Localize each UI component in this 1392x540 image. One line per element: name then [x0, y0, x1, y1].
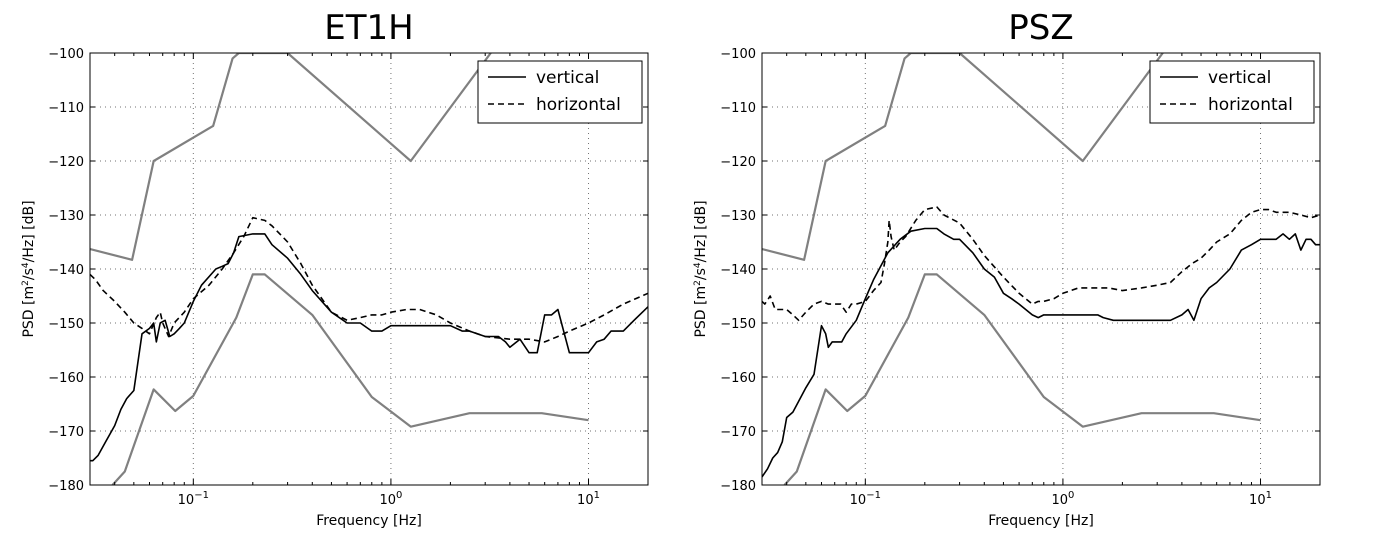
- chart-title: ET1H: [324, 8, 413, 48]
- x-tick-label: 101: [577, 490, 600, 508]
- series-line-horizontal: [762, 206, 1320, 322]
- y-tick-label: −110: [48, 101, 84, 116]
- y-tick-label: −130: [48, 209, 84, 224]
- y-tick-label: −120: [720, 155, 756, 170]
- series-line-vertical: [762, 227, 1320, 478]
- x-tick-label: 10−1: [178, 490, 209, 508]
- legend-label-vertical: vertical: [536, 68, 599, 88]
- x-axis-label: Frequency [Hz]: [988, 513, 1094, 529]
- legend-label-horizontal: horizontal: [1208, 95, 1293, 115]
- lower-noise-model-line: [111, 273, 589, 485]
- legend-label-vertical: vertical: [1208, 68, 1271, 88]
- y-tick-label: −140: [48, 263, 84, 278]
- x-tick-label: 100: [1051, 490, 1074, 508]
- chart-title: PSZ: [1008, 8, 1073, 48]
- y-tick-label: −140: [720, 263, 756, 278]
- upper-noise-model-line: [90, 53, 492, 261]
- y-axis-label: PSD [m2/s4/Hz] [dB]: [693, 200, 709, 337]
- y-tick-label: −180: [720, 479, 756, 494]
- y-tick-label: −160: [48, 371, 84, 386]
- y-tick-label: −120: [48, 155, 84, 170]
- y-tick-label: −110: [720, 101, 756, 116]
- x-axis-label: Frequency [Hz]: [316, 513, 422, 529]
- legend: vertical horizontal: [477, 60, 643, 124]
- lower-noise-model-line: [783, 273, 1261, 485]
- x-tick-label: 101: [1249, 490, 1272, 508]
- chart-panel: −180 −170 −160 −150 −140 −130 −120 −110 −100 10−1…: [21, 8, 649, 529]
- y-tick-label: −130: [720, 209, 756, 224]
- series-group: [90, 53, 648, 485]
- y-tick-label: −150: [720, 317, 756, 332]
- y-axis-label: PSD [m2/s4/Hz] [dB]: [21, 200, 37, 337]
- y-tick-label: −160: [720, 371, 756, 386]
- upper-noise-model-line: [762, 53, 1164, 261]
- series-line-horizontal: [90, 216, 648, 343]
- x-tick-label: 10−1: [850, 490, 881, 508]
- legend-box: [1149, 60, 1315, 124]
- legend-box: [477, 60, 643, 124]
- chart-panel: −180 −170 −160 −150 −140 −130 −120 −110 −100 10−1…: [693, 8, 1321, 529]
- y-tick-label: −100: [720, 47, 756, 62]
- series-group: [762, 53, 1320, 485]
- y-tick-label: −170: [48, 425, 84, 440]
- legend: vertical horizontal: [1149, 60, 1315, 124]
- y-tick-label: −150: [48, 317, 84, 332]
- x-tick-label: 100: [379, 490, 402, 508]
- y-tick-label: −180: [48, 479, 84, 494]
- legend-label-horizontal: horizontal: [536, 95, 621, 115]
- series-line-vertical: [90, 233, 648, 462]
- y-tick-label: −100: [48, 47, 84, 62]
- y-tick-label: −170: [720, 425, 756, 440]
